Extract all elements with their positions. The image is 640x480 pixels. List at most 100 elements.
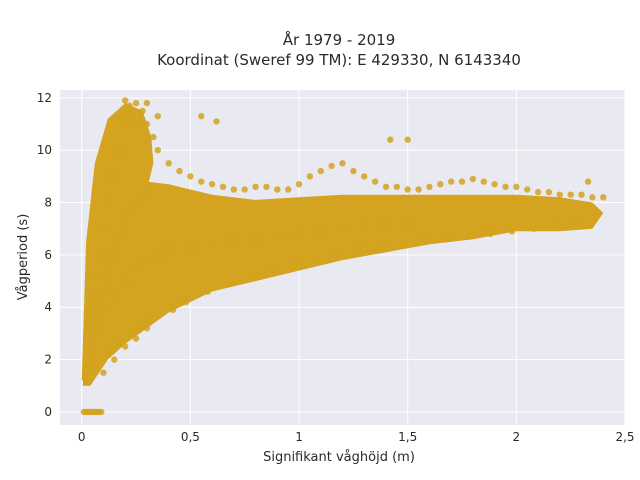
data-point [252, 183, 259, 190]
data-points [80, 97, 607, 416]
data-point [150, 133, 157, 141]
data-point [589, 194, 596, 201]
x-axis-ticks: 0 0,5 1 1,5 2 2,5 [78, 430, 635, 444]
data-point [469, 175, 477, 183]
data-point [143, 256, 151, 264]
data-point [154, 147, 161, 154]
data-point [230, 186, 237, 193]
data-point [317, 228, 324, 235]
data-point [132, 99, 140, 107]
data-point [371, 178, 379, 185]
data-point [100, 225, 107, 232]
data-point [104, 351, 112, 358]
data-point [241, 186, 248, 193]
data-point [187, 243, 194, 251]
data-point [356, 246, 364, 253]
data-point [187, 173, 194, 180]
data-point [248, 272, 255, 279]
data-point [335, 251, 342, 259]
data-point [93, 361, 101, 368]
data-point [361, 222, 368, 230]
chart-title-line1: År 1979 - 2019 [283, 30, 396, 49]
data-point [295, 230, 303, 238]
data-point [513, 183, 520, 190]
data-point [204, 288, 211, 295]
data-point [491, 181, 498, 188]
data-point [350, 167, 357, 175]
data-point [545, 188, 553, 196]
data-point [378, 243, 385, 251]
data-point [339, 225, 346, 232]
x-tick-label: 2 [513, 430, 521, 444]
data-point [169, 306, 177, 313]
data-point [400, 241, 407, 248]
y-tick-label: 2 [44, 353, 52, 367]
data-point [93, 290, 101, 298]
data-point [524, 186, 531, 193]
data-point [126, 102, 133, 109]
x-tick-label: 0 [78, 430, 86, 444]
data-point [165, 246, 172, 253]
data-point [85, 361, 92, 368]
data-point [91, 309, 99, 316]
data-point [534, 188, 542, 196]
data-point [480, 178, 487, 185]
data-point [89, 325, 96, 332]
dense-point-cloud [82, 181, 604, 386]
data-point [104, 199, 112, 206]
data-point [328, 162, 335, 170]
data-point [95, 272, 103, 279]
data-point [552, 222, 559, 230]
data-point [567, 191, 574, 198]
data-point [361, 173, 368, 180]
data-point [306, 173, 314, 180]
x-tick-label: 0,5 [181, 430, 200, 444]
data-point [487, 230, 494, 238]
data-point [130, 330, 138, 337]
data-point [285, 186, 292, 193]
data-point [415, 186, 422, 193]
data-point [98, 408, 105, 416]
data-point [317, 167, 324, 175]
data-point [122, 97, 129, 104]
data-point [556, 191, 563, 198]
x-tick-label: 1,5 [398, 430, 417, 444]
data-point [295, 181, 303, 188]
data-point [111, 290, 118, 298]
data-point [382, 183, 390, 190]
y-tick-label: 4 [44, 300, 52, 314]
data-point [143, 120, 151, 128]
data-point [117, 147, 125, 154]
data-point [126, 107, 133, 115]
data-point [219, 183, 227, 190]
data-point [421, 238, 429, 245]
data-point [404, 186, 411, 193]
data-point [154, 113, 161, 120]
data-point [143, 325, 151, 332]
data-point [139, 107, 146, 115]
data-point [87, 343, 94, 350]
data-point [465, 233, 472, 240]
data-point [502, 183, 509, 190]
data-point [208, 241, 216, 248]
data-point [122, 343, 129, 350]
data-point [100, 304, 107, 311]
data-point [578, 191, 585, 198]
data-point [154, 251, 161, 259]
data-point [600, 194, 607, 201]
data-point [382, 220, 390, 227]
data-point [198, 113, 205, 120]
data-point [115, 340, 122, 348]
data-point [274, 233, 281, 240]
data-point [111, 356, 118, 363]
data-point [291, 262, 298, 269]
data-point [393, 183, 400, 190]
data-point [132, 264, 140, 272]
y-tick-label: 0 [44, 405, 52, 419]
chart-title-line2: Koordinat (Sweref 99 TM): E 429330, N 61… [157, 51, 521, 69]
data-point [404, 136, 411, 143]
x-axis-title: Signifikant våghöjd (m) [263, 450, 415, 465]
y-tick-label: 8 [44, 196, 52, 210]
data-point [82, 377, 90, 384]
